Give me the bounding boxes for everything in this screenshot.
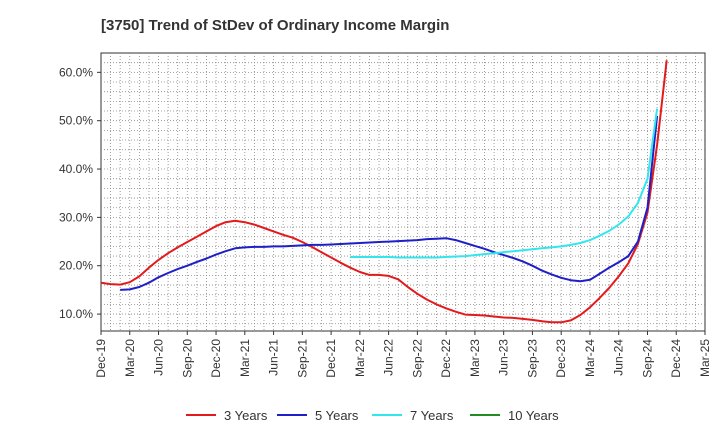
x-tick-label: Mar-25: [698, 339, 712, 377]
x-tick-label: Mar-24: [583, 339, 597, 377]
series-lines: [100, 60, 668, 324]
x-tick-label: Jun-21: [267, 339, 281, 376]
legend-label: 10 Years: [508, 408, 559, 423]
x-tick-label: Sep-20: [180, 339, 194, 378]
legend-label: 3 Years: [224, 408, 268, 423]
x-tick-label: Sep-22: [410, 339, 424, 378]
y-tick-label: 10.0%: [59, 307, 93, 321]
plot-area: [100, 52, 706, 332]
y-tick-label: 50.0%: [59, 114, 93, 128]
x-tick-label: Sep-24: [640, 339, 654, 378]
x-tick-label: Sep-23: [525, 339, 539, 378]
series-line-7-years: [350, 108, 659, 259]
x-tick-label: Dec-22: [439, 339, 453, 378]
y-axis: 10.0% 20.0% 30.0% 40.0% 50.0% 60.0%: [59, 65, 101, 321]
x-axis: Dec-19 Mar-20 Jun-20 Sep-20 Dec-20 Mar-21 Jun-…: [94, 331, 712, 378]
legend-label: 5 Years: [315, 408, 359, 423]
y-tick-label: 60.0%: [59, 65, 93, 79]
grid: [101, 53, 705, 331]
y-tick-label: 20.0%: [59, 259, 93, 273]
legend: 3 Years 5 Years 7 Years 10 Years: [186, 408, 559, 423]
x-tick-label: Dec-21: [324, 339, 338, 378]
x-tick-label: Mar-22: [353, 339, 367, 377]
plot-frame: [100, 52, 706, 332]
legend-label: 7 Years: [410, 408, 454, 423]
x-tick-label: Dec-24: [669, 339, 683, 378]
x-tick-label: Dec-20: [209, 339, 223, 378]
x-tick-label: Jun-20: [152, 339, 166, 376]
x-tick-label: Sep-21: [295, 339, 309, 378]
x-tick-label: Mar-23: [468, 339, 482, 377]
y-tick-label: 30.0%: [59, 210, 93, 224]
series-line-3-years: [100, 60, 668, 324]
chart-title: [3750] Trend of StDev of Ordinary Income…: [101, 17, 449, 34]
x-tick-label: Mar-20: [123, 339, 137, 377]
x-tick-label: Jun-22: [382, 339, 396, 376]
x-tick-label: Dec-23: [554, 339, 568, 378]
x-tick-label: Jun-23: [497, 339, 511, 376]
series-line-5-years: [120, 115, 659, 291]
y-tick-label: 40.0%: [59, 162, 93, 176]
x-tick-label: Jun-24: [612, 339, 626, 376]
x-tick-label: Dec-19: [94, 339, 108, 378]
x-tick-label: Mar-21: [238, 339, 252, 377]
